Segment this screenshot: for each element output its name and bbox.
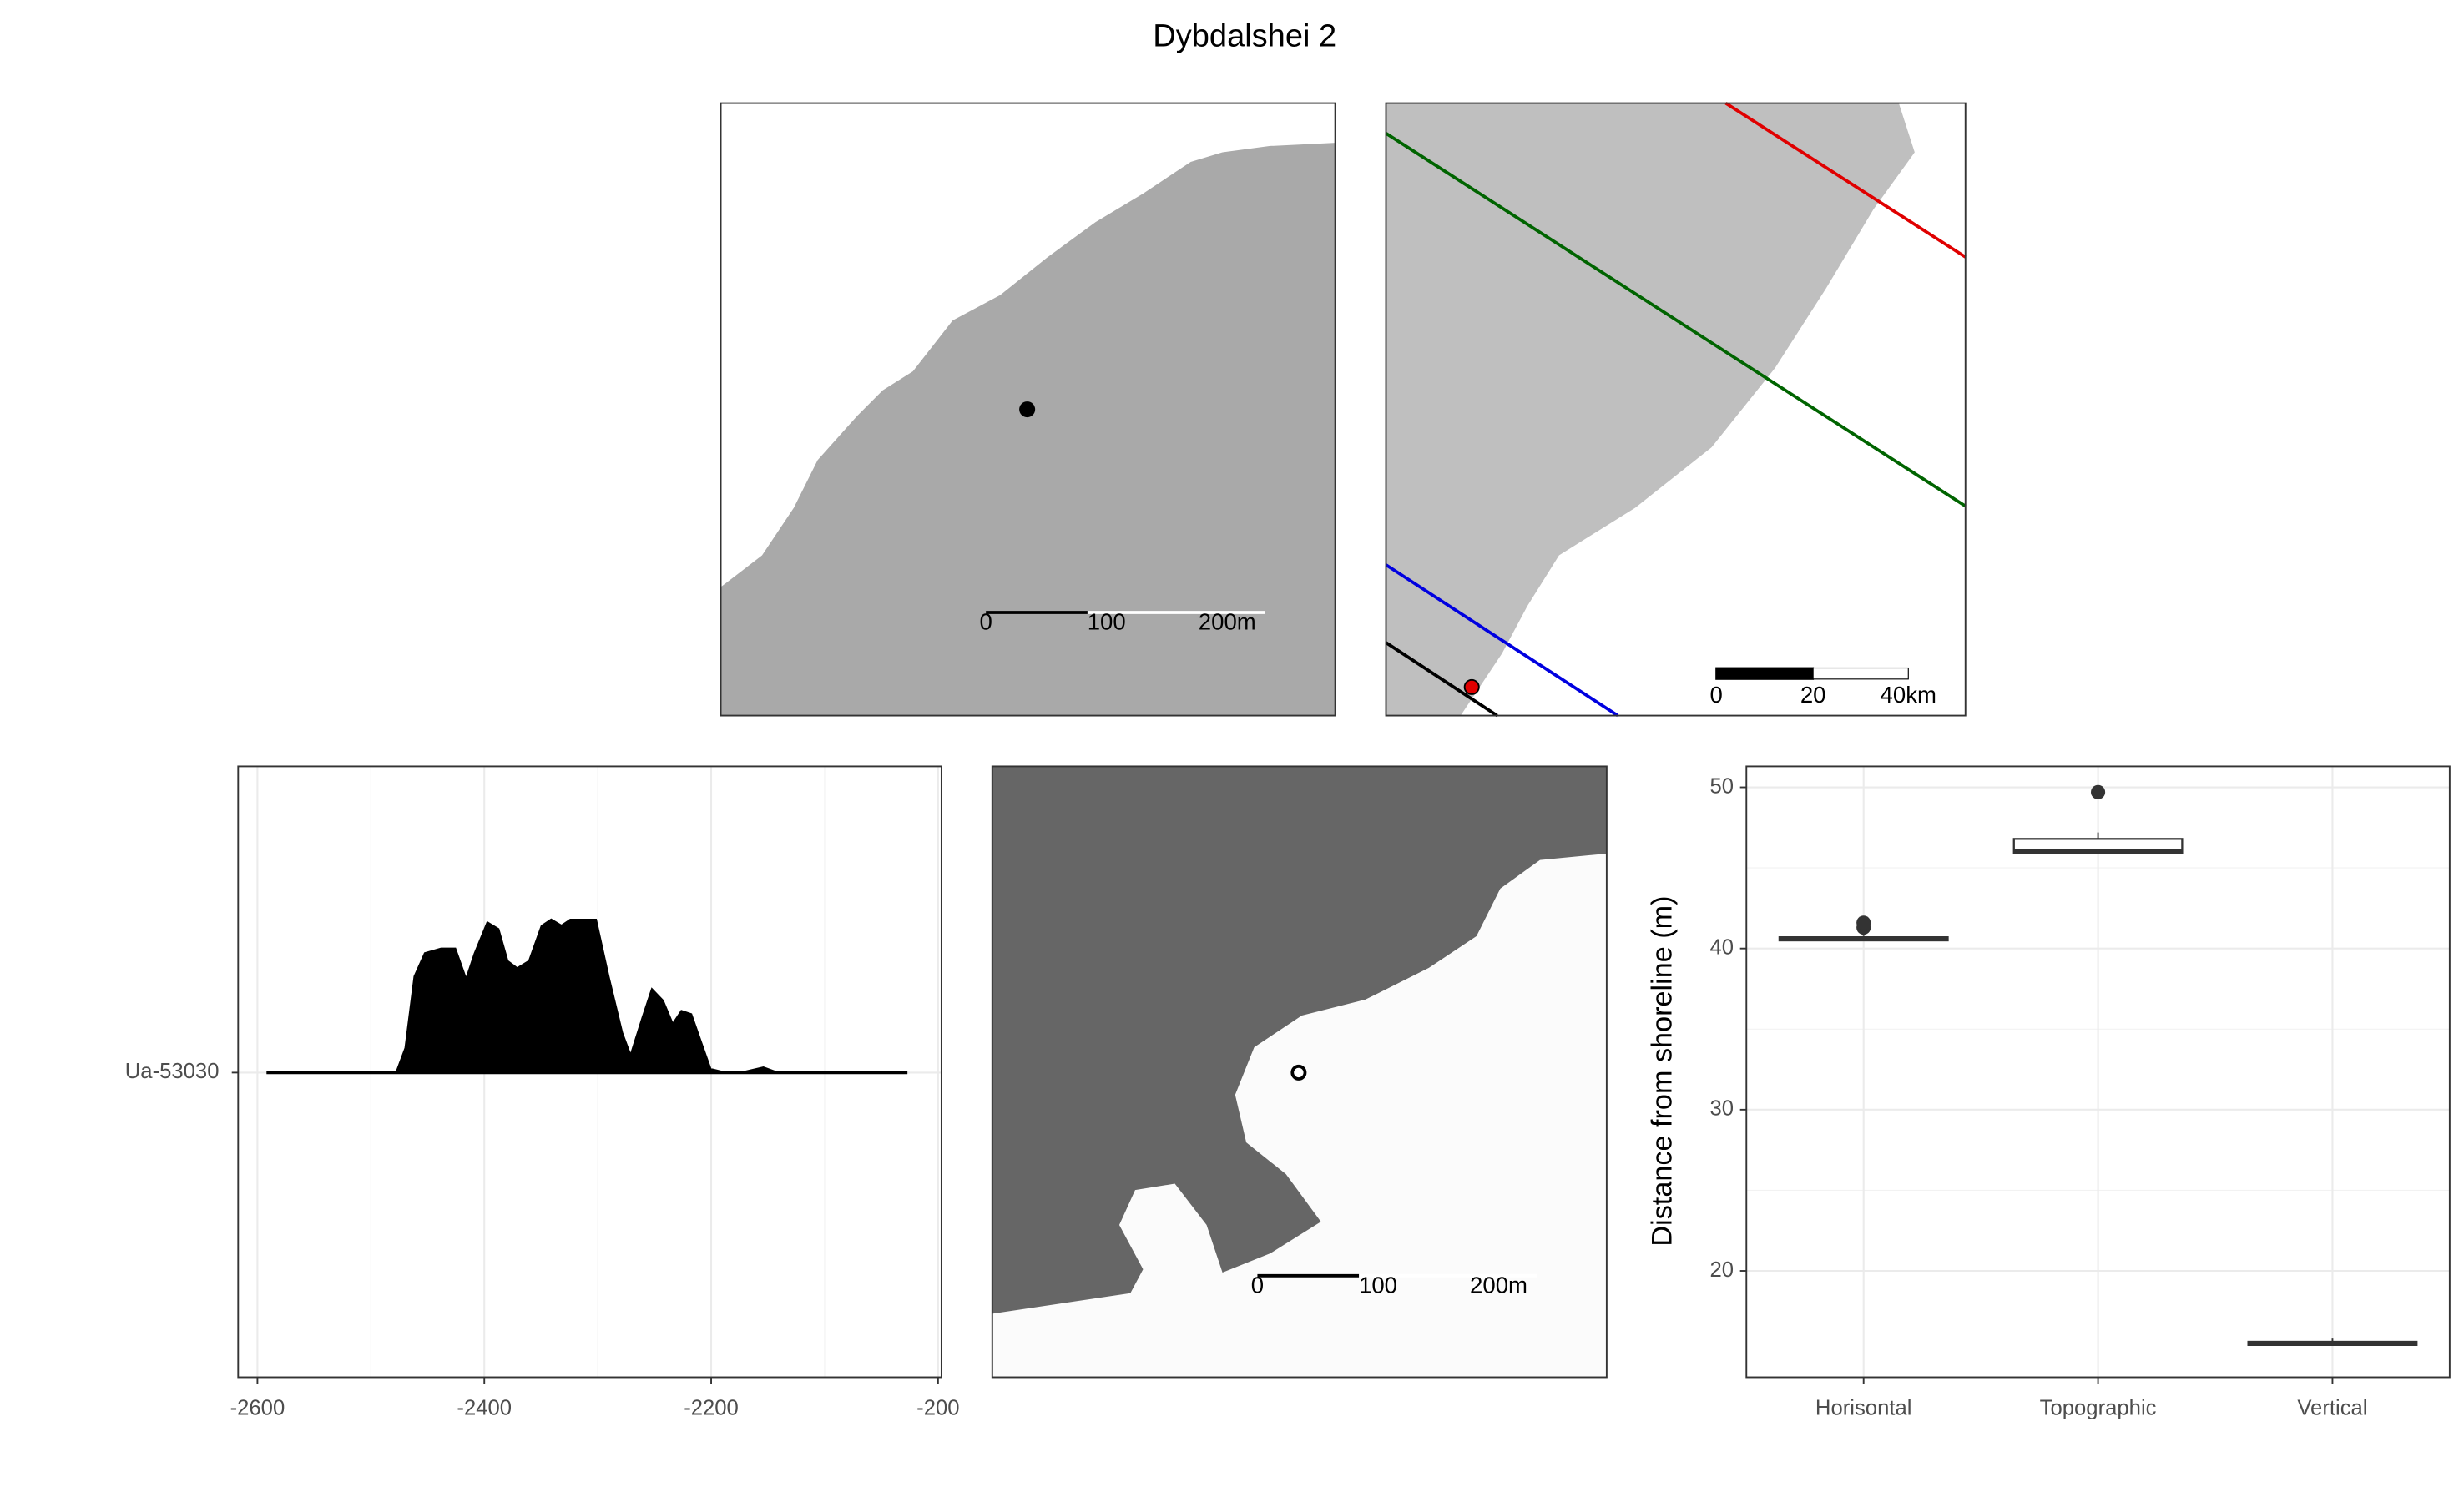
scale-label: 200m	[1470, 1272, 1527, 1298]
isobase-line	[1385, 641, 1498, 718]
y-tick-label: 40	[1710, 935, 1734, 959]
x-tick-label: -2600	[230, 1396, 285, 1419]
scale-label: 100	[1359, 1272, 1397, 1298]
density-area	[266, 918, 908, 1075]
panel-border	[1745, 765, 2451, 1379]
y-tick-label: Ua-53030	[125, 1060, 220, 1083]
scale-bar	[1715, 667, 1815, 680]
x-tick-label: Vertical	[2297, 1396, 2367, 1419]
scale-bar	[1812, 667, 1909, 680]
y-tick-label: 50	[1710, 774, 1734, 798]
isobase-line	[1385, 563, 1619, 718]
regional-map: 0 20 40km	[1385, 101, 1967, 718]
y-tick-label: 30	[1710, 1097, 1734, 1121]
x-tick-label: -200	[916, 1396, 959, 1419]
map-border	[720, 102, 1336, 717]
boxplot-chart: 20 30 40 50 Distance from shoreline (m) Horis…	[1646, 765, 2451, 1419]
density-chart: -2600 -2400 -2200 -200 Ua-53030	[125, 765, 960, 1419]
x-tick-label: Topographic	[2040, 1396, 2157, 1419]
figure-title: Dybdalshei 2	[1153, 19, 1336, 54]
shoreline-map: 0 100 200m	[991, 765, 1608, 1379]
map-border	[1385, 102, 1967, 717]
terrain-map: 0 100 200m	[720, 102, 1336, 717]
scale-label: 0	[1709, 682, 1722, 708]
scale-label: 20	[1800, 682, 1826, 708]
outlier	[2091, 784, 2106, 799]
y-axis-label: Distance from shoreline (m)	[1646, 895, 1678, 1246]
panel-border	[237, 765, 942, 1379]
isobase-line	[1724, 101, 1967, 259]
y-tick-label: 20	[1710, 1258, 1734, 1282]
scale-label: 100	[1088, 609, 1126, 635]
site-marker	[1290, 1064, 1307, 1081]
land	[1386, 103, 1915, 716]
scale-label: 40km	[1881, 682, 1936, 708]
x-tick-label: -2400	[457, 1396, 512, 1419]
terrain	[720, 143, 1336, 716]
site-marker	[1463, 678, 1480, 695]
site-marker	[1019, 401, 1036, 418]
scale-label: 0	[1251, 1272, 1264, 1298]
x-tick-label: Horisontal	[1815, 1396, 1912, 1419]
outlier	[1856, 915, 1871, 930]
land	[992, 766, 1607, 1314]
x-tick-label: -2200	[684, 1396, 739, 1419]
scale-label: 0	[980, 609, 992, 635]
scale-label: 200m	[1199, 609, 1256, 635]
map-border	[991, 765, 1608, 1379]
isobase-line	[1385, 132, 1967, 508]
